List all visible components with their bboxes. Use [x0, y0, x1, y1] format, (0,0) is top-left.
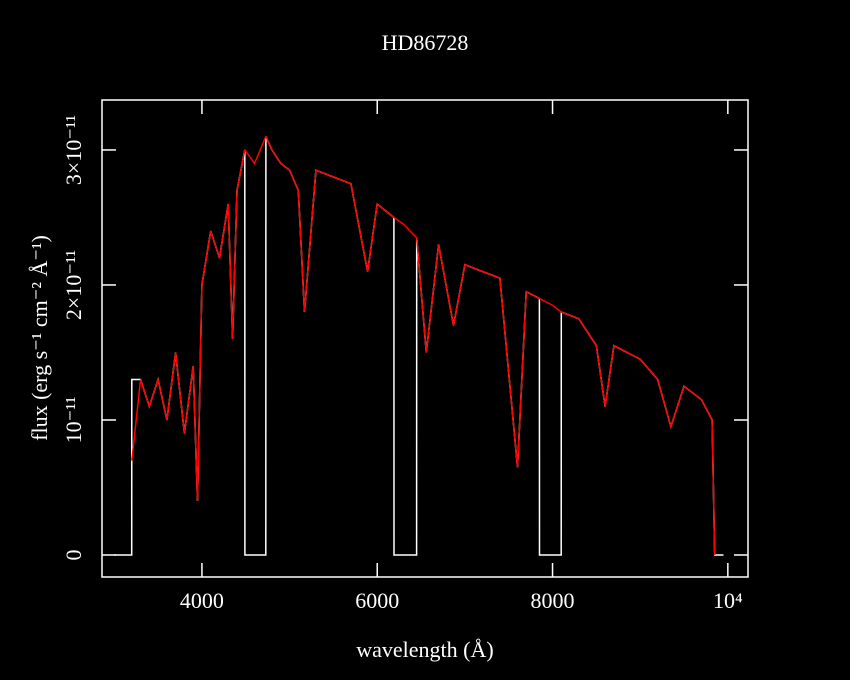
y-tick-label: 0 [61, 549, 86, 560]
x-tick-label: 8000 [531, 588, 575, 613]
x-tick-label: 10⁴ [713, 588, 743, 613]
x-tick-label: 6000 [355, 588, 399, 613]
plot-frame [101, 99, 749, 578]
spectrum-line [131, 135, 716, 556]
x-tick-label: 4000 [180, 588, 224, 613]
y-axis-label: flux (erg s⁻¹ cm⁻² Å⁻¹) [27, 235, 52, 441]
y-tick-label: 2×10⁻¹¹ [61, 250, 86, 320]
chart-title: HD86728 [382, 30, 469, 55]
x-axis-label: wavelength (Å) [356, 637, 493, 662]
spectrum-line [114, 136, 724, 556]
y-tick-label: 3×10⁻¹¹ [61, 115, 86, 185]
y-tick-label: 10⁻¹¹ [61, 397, 86, 444]
